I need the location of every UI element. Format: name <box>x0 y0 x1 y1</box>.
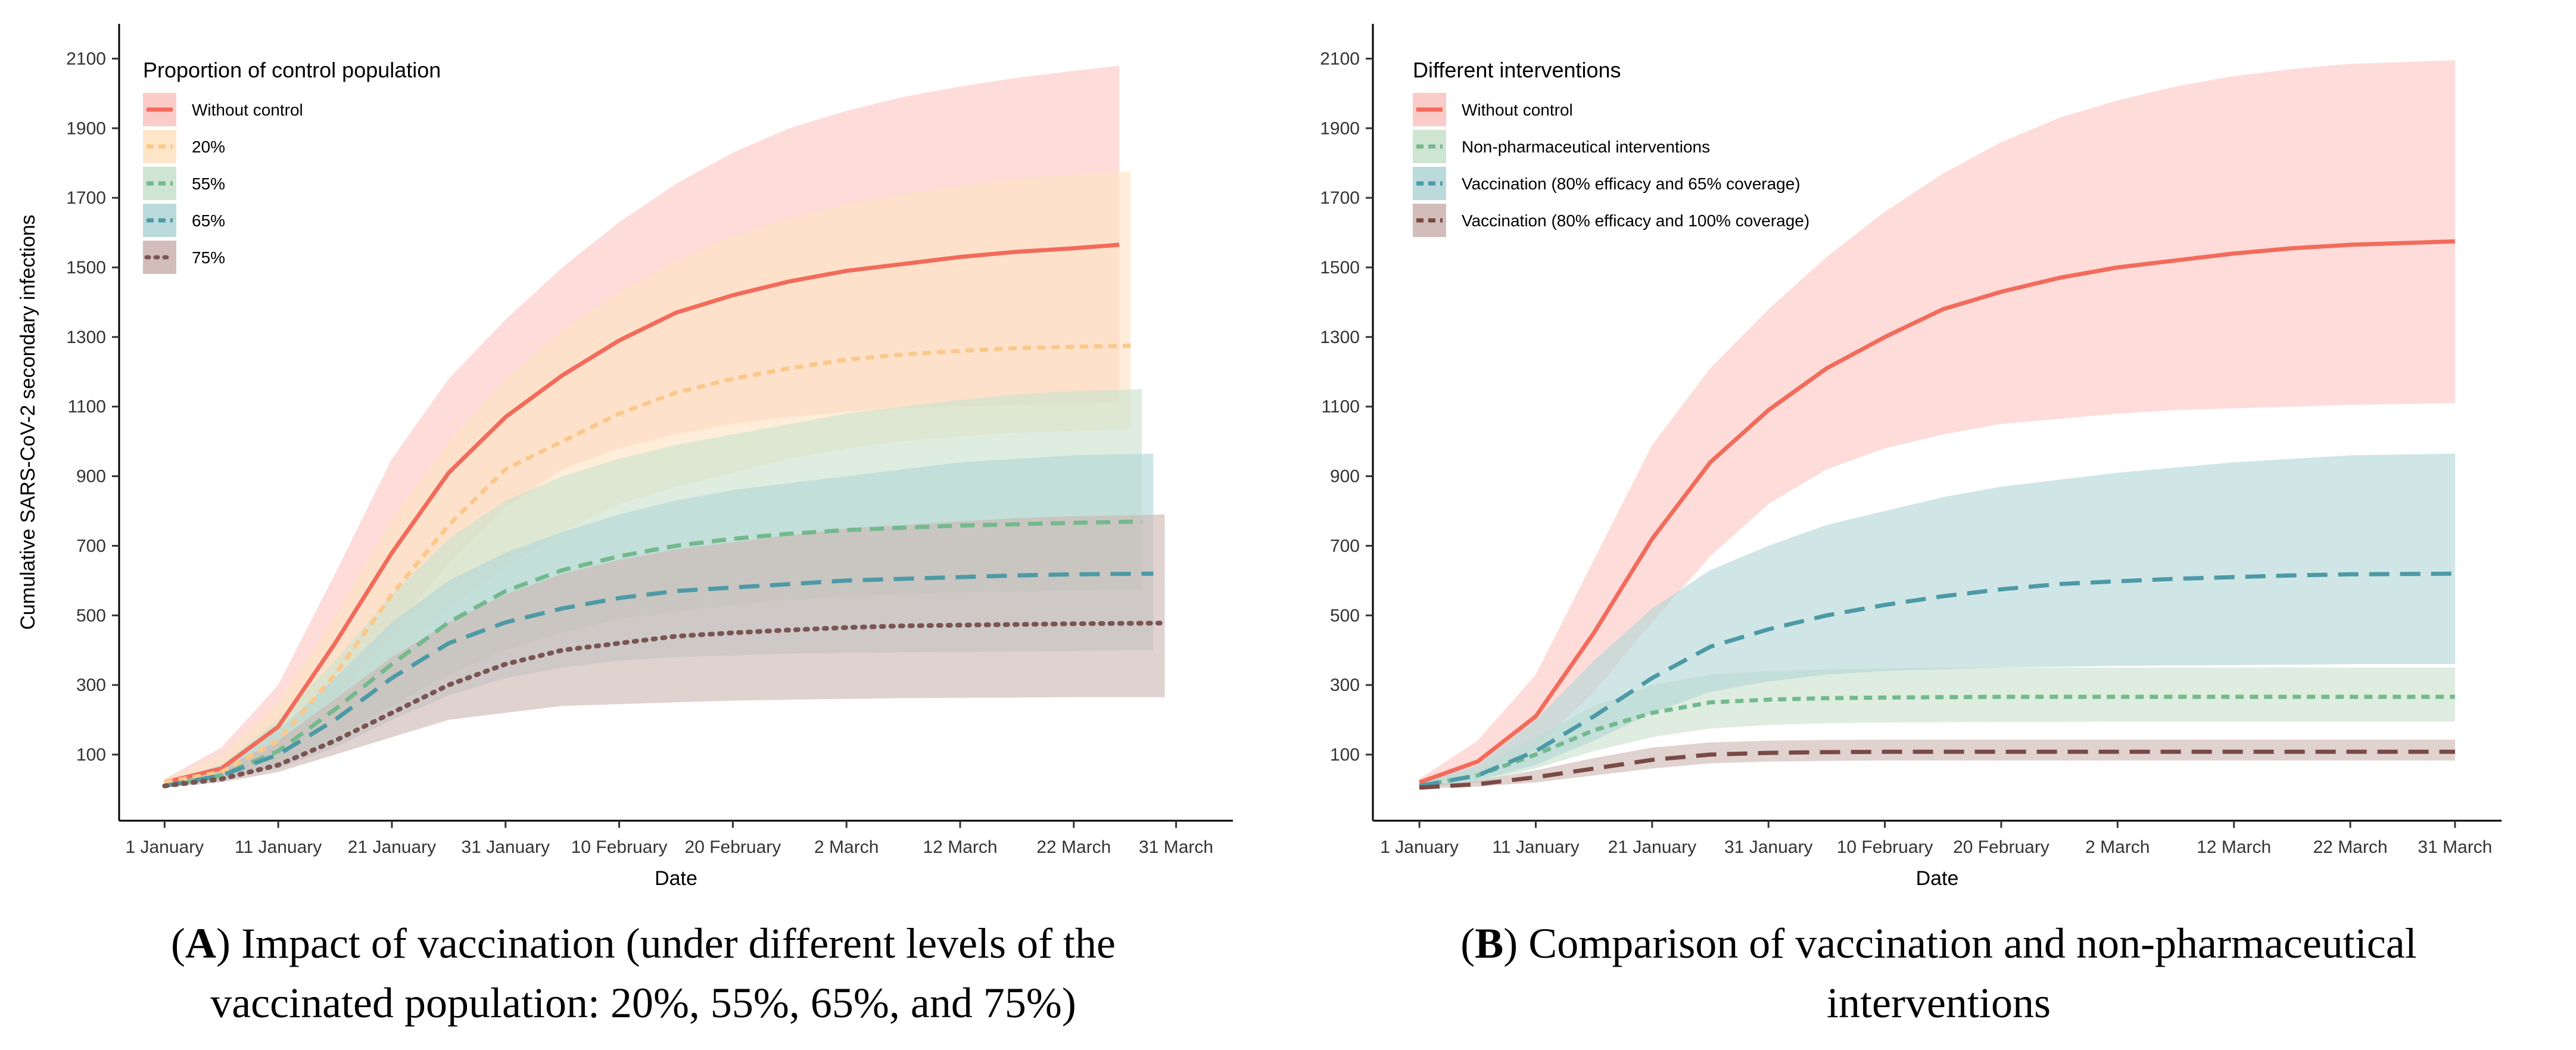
legend-label: Without control <box>1462 101 1573 119</box>
panel-caption: (B) Comparison of vaccination and non-ph… <box>1460 920 2416 967</box>
legend-title: Different interventions <box>1413 58 1621 82</box>
y-tick-label: 1500 <box>66 258 106 278</box>
series-line-a-2 <box>164 519 1142 789</box>
y-tick-label: 1700 <box>1320 188 1360 208</box>
series-line-b-0 <box>1418 239 2456 784</box>
y-tick-label: 900 <box>1330 467 1360 487</box>
legend-label: Non-pharmaceutical interventions <box>1462 138 1710 156</box>
band-a-4 <box>164 514 1165 788</box>
legend-label: 65% <box>192 211 225 230</box>
legend-label: 20% <box>192 138 225 156</box>
legend-label: 75% <box>192 248 225 267</box>
y-tick-label: 1300 <box>66 328 106 347</box>
x-tick-label: 10 February <box>571 837 668 857</box>
y-tick-label: 1900 <box>1320 119 1360 138</box>
legend-label: 55% <box>192 175 225 193</box>
panel-caption: (A) Impact of vaccination (under differe… <box>171 920 1116 967</box>
x-axis-title: Date <box>1916 867 1959 890</box>
x-axis-title: Date <box>655 867 697 890</box>
panel-b: 100 300 500 700 900 1100 1300 1500 1700 1900 2100 1… <box>1320 24 2502 1027</box>
y-tick-label: 2100 <box>1320 49 1360 68</box>
series-line-a-1 <box>164 344 1131 785</box>
x-tick-label: 21 January <box>348 837 436 857</box>
x-tick-label: 12 March <box>923 837 998 857</box>
band-b-2 <box>1419 453 2455 788</box>
series-line-b-2 <box>1419 571 2455 789</box>
y-tick-label: 500 <box>76 606 106 625</box>
x-tick-label: 12 March <box>2197 837 2271 857</box>
panel-caption: interventions <box>1827 979 2051 1027</box>
panel-a: 100 300 500 700 900 1100 1300 1500 1700 1900 2100 1… <box>17 24 1233 1027</box>
y-tick-label: 700 <box>1330 536 1360 556</box>
y-tick-label: 1300 <box>1320 328 1360 347</box>
x-tick-label: 22 March <box>1036 837 1111 857</box>
y-tick-label: 100 <box>1330 745 1360 765</box>
y-axis-title: Cumulative SARS-CoV-2 secondary infectio… <box>17 214 39 630</box>
band-b-0 <box>1419 60 2455 786</box>
x-tick-label: 2 March <box>2085 837 2150 857</box>
y-tick-label: 900 <box>76 467 106 487</box>
y-tick-label: 500 <box>1330 606 1360 625</box>
legend-label: Vaccination (80% efficacy and 65% covera… <box>1462 175 1801 193</box>
x-tick-label: 10 February <box>1837 837 1933 857</box>
legend-label: Without control <box>192 101 303 119</box>
y-tick-label: 300 <box>1330 675 1360 695</box>
legend: Different interventions Without control No… <box>1413 58 1809 237</box>
x-tick-label: 31 January <box>1724 837 1812 857</box>
y-tick-label: 1900 <box>66 119 106 138</box>
y-tick-label: 100 <box>76 745 106 765</box>
x-tick-label: 20 February <box>1953 837 2049 857</box>
y-tick-label: 1100 <box>1321 397 1360 417</box>
y-tick-label: 1700 <box>66 188 106 208</box>
x-tick-label: 22 March <box>2313 837 2387 857</box>
x-tick-label: 11 January <box>235 837 322 857</box>
series-line-b-3 <box>1419 749 2455 790</box>
x-tick-label: 1 January <box>125 837 204 857</box>
legend-title: Proportion of control population <box>143 58 441 82</box>
y-tick-label: 300 <box>76 675 106 695</box>
y-tick-label: 700 <box>76 536 106 556</box>
series-line-b-1 <box>1419 694 2455 789</box>
x-tick-label: 20 February <box>685 837 781 857</box>
series-line-a-4 <box>162 621 1167 789</box>
x-tick-label: 31 March <box>1139 837 1213 857</box>
panel-caption: vaccinated population: 20%, 55%, 65%, an… <box>210 979 1076 1027</box>
x-tick-label: 1 January <box>1380 837 1459 857</box>
series-line-a-0 <box>164 242 1120 785</box>
series-line-a-3 <box>164 571 1154 789</box>
x-tick-label: 31 March <box>2418 837 2492 857</box>
y-tick-label: 1100 <box>67 397 106 417</box>
x-tick-label: 21 January <box>1608 837 1696 857</box>
x-tick-label: 2 March <box>814 837 879 857</box>
legend-label: Vaccination (80% efficacy and 100% cover… <box>1462 211 1809 230</box>
legend: Proportion of control population Without … <box>143 58 441 274</box>
y-tick-label: 2100 <box>66 49 106 68</box>
y-tick-label: 1500 <box>1320 258 1360 278</box>
x-tick-label: 31 January <box>462 837 550 857</box>
x-tick-label: 11 January <box>1492 837 1579 857</box>
